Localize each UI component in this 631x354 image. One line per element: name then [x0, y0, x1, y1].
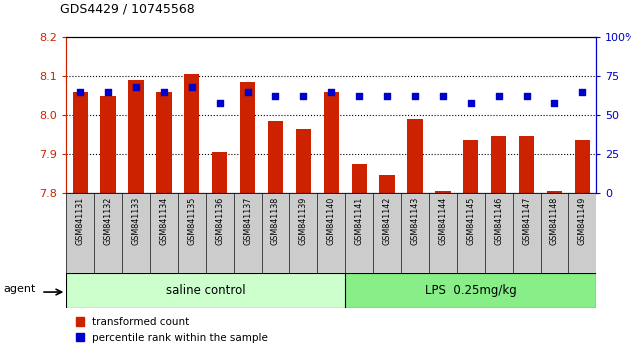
Text: LPS  0.25mg/kg: LPS 0.25mg/kg [425, 284, 517, 297]
Text: GSM841132: GSM841132 [103, 197, 112, 245]
Bar [156, 92, 172, 193]
Point [215, 100, 225, 105]
Bar [73, 92, 88, 193]
Bar [463, 140, 478, 193]
Point [410, 93, 420, 99]
Bar [519, 136, 534, 193]
Point [271, 93, 281, 99]
Point [159, 89, 169, 95]
Text: GSM841149: GSM841149 [578, 197, 587, 245]
Bar [379, 175, 395, 193]
Point [493, 93, 504, 99]
Point [550, 100, 560, 105]
Bar [100, 96, 115, 193]
Bar [240, 82, 256, 193]
Bar [268, 121, 283, 193]
Text: GSM841141: GSM841141 [355, 197, 363, 245]
Bar [435, 191, 451, 193]
Text: GSM841143: GSM841143 [411, 197, 420, 245]
Point [131, 84, 141, 90]
Point [438, 93, 448, 99]
Text: GSM841137: GSM841137 [243, 197, 252, 245]
Point [354, 93, 364, 99]
Text: GSM841131: GSM841131 [76, 197, 85, 245]
Text: GSM841134: GSM841134 [160, 197, 168, 245]
Point [75, 89, 85, 95]
Point [103, 89, 113, 95]
Point [326, 89, 336, 95]
Legend: transformed count, percentile rank within the sample: transformed count, percentile rank withi… [71, 313, 273, 347]
Bar [547, 191, 562, 193]
Text: GSM841133: GSM841133 [131, 197, 141, 245]
Text: GSM841144: GSM841144 [439, 197, 447, 245]
Text: GSM841147: GSM841147 [522, 197, 531, 245]
Bar [407, 119, 423, 193]
Bar [575, 140, 590, 193]
Point [298, 93, 309, 99]
Text: GSM841148: GSM841148 [550, 197, 559, 245]
Text: GSM841138: GSM841138 [271, 197, 280, 245]
Point [577, 89, 587, 95]
Text: GSM841140: GSM841140 [327, 197, 336, 245]
Text: GSM841145: GSM841145 [466, 197, 475, 245]
Bar [491, 136, 506, 193]
Text: GSM841135: GSM841135 [187, 197, 196, 245]
Text: GSM841146: GSM841146 [494, 197, 503, 245]
Text: agent: agent [3, 284, 36, 293]
Point [466, 100, 476, 105]
Bar [351, 164, 367, 193]
Text: GSM841142: GSM841142 [382, 197, 392, 245]
Bar [212, 152, 227, 193]
Text: GDS4429 / 10745568: GDS4429 / 10745568 [60, 3, 195, 16]
Bar [128, 80, 144, 193]
Text: GSM841139: GSM841139 [299, 197, 308, 245]
Bar [324, 92, 339, 193]
Point [187, 84, 197, 90]
Point [521, 93, 531, 99]
Text: saline control: saline control [166, 284, 245, 297]
Bar [296, 129, 311, 193]
Point [382, 93, 392, 99]
Text: GSM841136: GSM841136 [215, 197, 224, 245]
Point [242, 89, 252, 95]
Bar [184, 74, 199, 193]
